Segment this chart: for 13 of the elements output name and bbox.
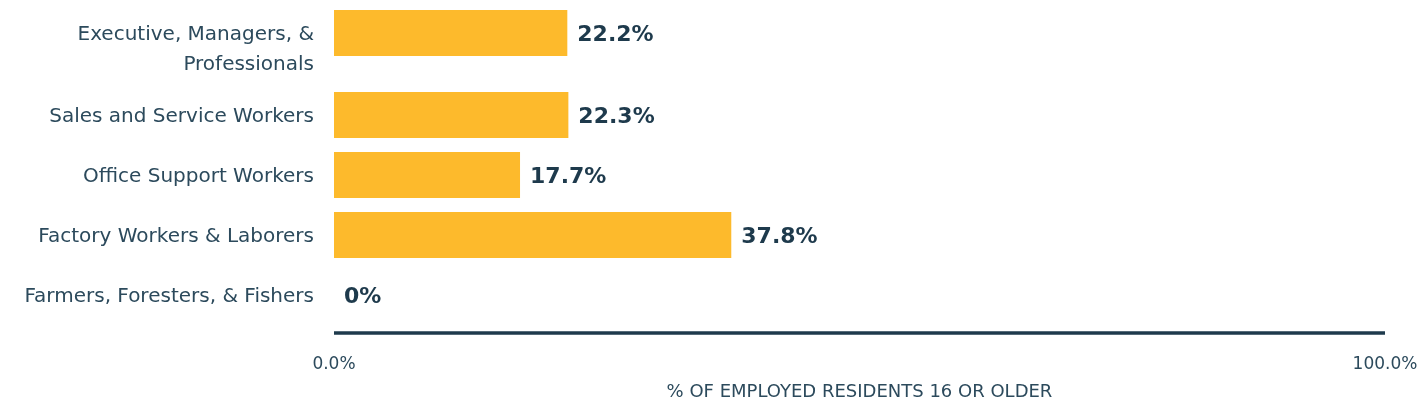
y-tick-label: Farmers, Foresters, & Fishers [24, 283, 314, 307]
y-tick-label: Sales and Service Workers [49, 103, 314, 127]
data-label: 0% [344, 283, 382, 308]
y-tick-label: Executive, Managers, & Professionals [77, 21, 314, 75]
y-tick-label: Office Support Workers [82, 163, 314, 187]
x-axis-title: % OF EMPLOYED RESIDENTS 16 OR OLDER [666, 380, 1053, 401]
x-tick-label: 0.0% [312, 353, 356, 373]
data-label: 22.3% [578, 103, 655, 128]
data-label: 22.2% [577, 21, 654, 46]
data-label: 17.7% [530, 163, 607, 188]
y-tick-label: Factory Workers & Laborers [38, 223, 314, 247]
x-tick-label: 100.0% [1352, 353, 1418, 373]
data-label: 37.8% [741, 223, 818, 248]
